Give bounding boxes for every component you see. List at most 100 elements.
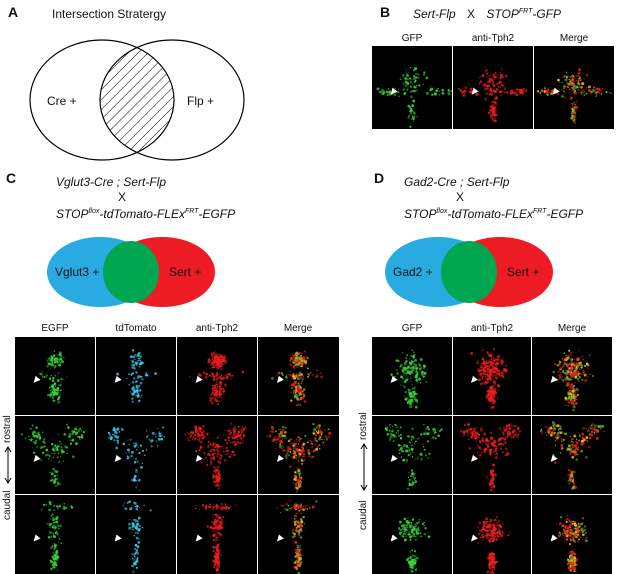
cross-stop: STOP xyxy=(486,7,519,21)
c-frt-sup: FRT xyxy=(184,208,199,215)
fluorescence-speckles xyxy=(376,66,452,128)
fluorescence-speckles xyxy=(39,350,68,404)
arrowhead-marker xyxy=(114,375,122,383)
panel-d-venn xyxy=(385,237,553,307)
micrograph-d-r3-merge xyxy=(532,495,612,574)
micrograph-d-r3-tph2 xyxy=(453,495,531,574)
c-r3-tdt-svg xyxy=(114,500,152,573)
micrograph-d-r1-merge xyxy=(532,337,612,415)
panel-d-axis-caudal: caudal xyxy=(358,500,369,530)
c-r1-tph2-svg xyxy=(189,351,244,406)
d-tdtomato-flex: -tdTomato-FLEx xyxy=(447,207,533,221)
fluorescence-speckles xyxy=(189,351,244,406)
arrowhead-marker xyxy=(390,454,398,462)
venn-a-right xyxy=(99,39,245,161)
arrowhead-marker xyxy=(114,534,122,542)
fluorescence-speckles xyxy=(398,517,431,574)
arrowhead-marker xyxy=(470,454,478,462)
cross-gfp: -GFP xyxy=(532,7,562,21)
micrograph-d-r3-gfp xyxy=(372,495,452,574)
fluorescence-speckles xyxy=(276,500,318,574)
panel-a-label: A xyxy=(8,4,19,20)
panel-a-title: Intersection Stratergy xyxy=(52,7,167,21)
d-r1-tph2-svg xyxy=(470,348,509,409)
d-egfp: -EGFP xyxy=(546,207,584,221)
micrograph-c-r3-tph2 xyxy=(177,495,257,574)
d-r1-merge-svg xyxy=(550,348,595,412)
panel-c-line1: Vglut3-Cre ; Sert-Flp xyxy=(56,175,167,189)
venn-c-intersection xyxy=(103,241,159,303)
c-r1-merge-svg xyxy=(271,350,323,407)
panel-d-grid xyxy=(372,337,612,574)
venn-d-gad2-label: Gad2 + xyxy=(393,265,433,279)
micro-b-merge-svg xyxy=(536,68,613,124)
micrograph-d-r2-tph2 xyxy=(453,416,531,494)
arrowhead-marker xyxy=(195,534,203,542)
panel-d-header-merge: Merge xyxy=(557,323,587,334)
venn-d-intersection xyxy=(441,241,497,303)
fluorescence-speckles xyxy=(470,348,509,409)
fluorescence-speckles xyxy=(107,426,166,491)
micrograph-c-r2-egfp xyxy=(15,416,95,494)
arrowhead-marker xyxy=(114,454,122,462)
fluorescence-speckles xyxy=(457,66,528,123)
panel-c-axis-rostral: rostral xyxy=(2,415,13,443)
venn-a-cre-label: Cre + xyxy=(47,94,77,108)
d-frt-sup: FRT xyxy=(532,208,547,215)
panel-c-x: X xyxy=(118,190,127,204)
c-egfp: -EGFP xyxy=(198,207,236,221)
arrowhead-marker xyxy=(470,375,478,383)
arrowhead-marker xyxy=(550,454,558,462)
panel-d-x: X xyxy=(456,190,465,204)
fluorescence-speckles xyxy=(536,68,613,124)
arrowhead-marker xyxy=(33,534,41,542)
micrograph-c-r2-tdtomato xyxy=(96,416,176,494)
fluorescence-speckles xyxy=(116,349,157,404)
panel-c-venn xyxy=(47,237,215,307)
micrograph-c-r1-tdtomato xyxy=(96,337,176,415)
arrowhead-marker xyxy=(33,375,41,383)
panel-c-label: C xyxy=(6,170,17,186)
c-r3-egfp-svg xyxy=(33,500,74,572)
fluorescence-speckles xyxy=(384,423,443,490)
panel-c-header-tdtomato: tdTomato xyxy=(115,323,157,334)
panel-c-header-tph2: anti-Tph2 xyxy=(195,323,239,334)
fluorescence-speckles xyxy=(267,422,332,493)
arrowhead-marker xyxy=(390,87,398,95)
panel-d-line1: Gad2-Cre ; Sert-Flp xyxy=(404,175,510,189)
panel-b-header-merge: Merge xyxy=(559,33,589,44)
venn-a-intersection xyxy=(100,40,174,160)
arrowhead-marker xyxy=(550,534,558,542)
panel-b-header-tph2: anti-Tph2 xyxy=(471,33,515,44)
c-flox-sup: flox xyxy=(88,208,100,215)
panel-c-header-egfp: EGFP xyxy=(41,323,69,334)
c-r3-merge-svg xyxy=(276,500,318,574)
micrograph-d-r1-gfp xyxy=(372,337,452,415)
micrograph-d-r1-tph2 xyxy=(453,337,531,415)
arrowhead-marker xyxy=(195,454,203,462)
panel-d-axis-arrow xyxy=(360,443,368,491)
arrowhead-marker xyxy=(276,375,284,383)
d-r3-tph2-svg xyxy=(470,515,511,574)
arrowhead-marker xyxy=(471,87,479,95)
panel-c-grid xyxy=(15,337,339,574)
d-r2-merge-svg xyxy=(539,421,605,490)
micrograph-c-r3-merge xyxy=(258,495,339,574)
fluorescence-speckles xyxy=(21,423,86,487)
d-stop: STOP xyxy=(404,207,437,221)
c-r1-egfp-svg xyxy=(33,350,68,404)
micrograph-b-tph2 xyxy=(453,46,533,129)
panel-a-venn xyxy=(29,39,245,161)
cross-frt-sup: FRT xyxy=(518,8,533,15)
panel-c-axis-caudal: caudal xyxy=(2,490,13,520)
micrograph-c-r1-merge xyxy=(258,337,339,415)
c-tdtomato-flex: -tdTomato-FLEx xyxy=(99,207,185,221)
fluorescence-speckles xyxy=(184,421,247,490)
micro-b-tph2-svg xyxy=(457,66,528,123)
panel-d-line2: STOPflox-tdTomato-FLExFRT-EGFP xyxy=(404,207,583,221)
panel-d-label: D xyxy=(374,170,385,186)
arrowhead-marker xyxy=(276,454,284,462)
arrowhead-marker xyxy=(33,454,41,462)
panel-c-header-merge: Merge xyxy=(283,323,313,334)
fluorescence-speckles xyxy=(477,515,511,574)
